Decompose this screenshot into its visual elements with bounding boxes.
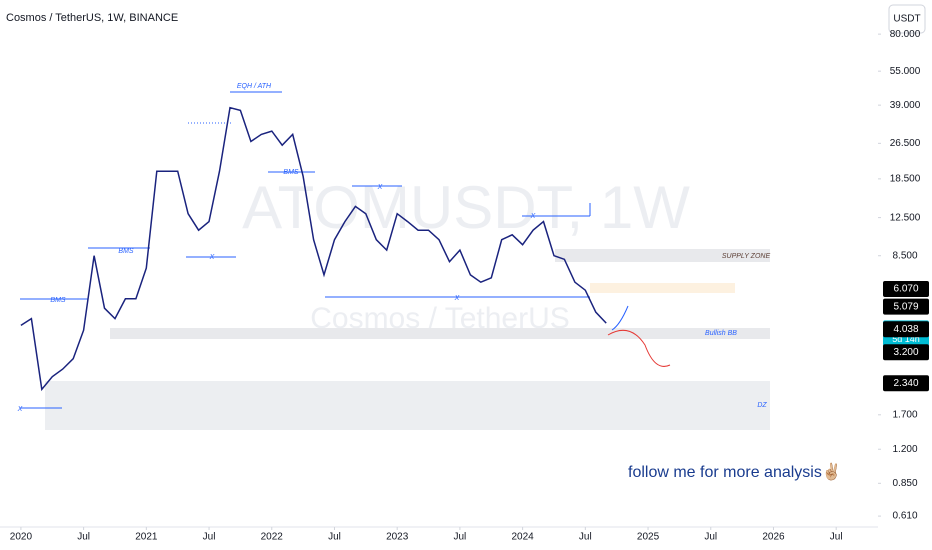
x-tick-label: 2026 xyxy=(762,532,785,543)
currency-button-label[interactable]: USDT xyxy=(893,14,920,25)
price-label-bg xyxy=(883,321,929,338)
annotation: X xyxy=(454,295,460,302)
price-line xyxy=(20,106,607,392)
demand-zone xyxy=(45,381,770,430)
y-tick-label: 0.610 xyxy=(892,511,917,522)
price-label: 3.200 xyxy=(893,347,918,358)
price-label: 2.340 xyxy=(893,378,918,389)
price-label: 4.038 xyxy=(893,324,918,335)
x-tick-label: Jul xyxy=(454,532,467,543)
zone-label: Bullish BB xyxy=(705,330,737,337)
y-tick-label: 18.500 xyxy=(890,174,921,185)
projection-down xyxy=(607,329,671,367)
price-label-bg xyxy=(883,375,929,392)
orange-zone xyxy=(590,283,735,293)
y-tick-label: 1.700 xyxy=(892,409,917,420)
currency-button[interactable] xyxy=(888,4,926,34)
y-tick-label: 0.850 xyxy=(892,478,917,489)
x-tick-label: Jul xyxy=(579,532,592,543)
x-tick-label: 2022 xyxy=(261,532,284,543)
y-tick-label: 80.000 xyxy=(890,29,921,40)
x-tick-label: 2023 xyxy=(386,532,409,543)
y-tick-label: 55.000 xyxy=(890,66,921,77)
y-tick-label: 8.500 xyxy=(892,250,917,261)
x-tick-label: Jul xyxy=(830,532,843,543)
annotation: BMS xyxy=(283,169,299,176)
x-tick-label: 2024 xyxy=(511,532,534,543)
annotation: EQH / ATH xyxy=(237,83,272,90)
price-label-bg xyxy=(883,344,929,361)
price-label-sub: 5d 14h xyxy=(892,334,920,344)
annotation: X xyxy=(377,184,383,191)
annotation: BMS xyxy=(50,297,66,304)
footer-note: follow me for more analysis✌🏼 xyxy=(628,462,842,481)
bullish-bb-zone xyxy=(110,328,770,339)
chart-title: Cosmos / TetherUS, 1W, BINANCE xyxy=(6,12,178,24)
price-label: 5.079 xyxy=(893,301,918,312)
price-label-bg xyxy=(883,298,929,315)
x-tick-label: Jul xyxy=(77,532,90,543)
supply-zone xyxy=(555,249,770,262)
x-tick-label: Jul xyxy=(704,532,717,543)
x-tick-label: 2020 xyxy=(10,532,33,543)
zone-label: DZ xyxy=(757,402,767,409)
zone-label: SUPPLY ZONE xyxy=(722,253,771,260)
y-tick-label: 12.500 xyxy=(890,212,921,223)
annotation: X xyxy=(17,406,23,413)
x-tick-label: Jul xyxy=(328,532,341,543)
x-tick-label: Jul xyxy=(203,532,216,543)
price-label: 6.070 xyxy=(893,284,918,295)
price-label-bg xyxy=(883,281,929,298)
x-tick-label: 2021 xyxy=(135,532,158,543)
structure-lines xyxy=(20,91,591,409)
y-tick-label: 1.200 xyxy=(892,444,917,455)
projection-up xyxy=(611,305,629,331)
annotation: BMS xyxy=(118,248,134,255)
annotation: X xyxy=(530,213,536,220)
annotation: X xyxy=(209,254,215,261)
y-tick-label: 26.500 xyxy=(890,138,921,149)
x-tick-label: 2025 xyxy=(637,532,660,543)
y-tick-label: 39.000 xyxy=(890,100,921,111)
watermark: ATOMUSDT, 1W xyxy=(242,174,690,241)
